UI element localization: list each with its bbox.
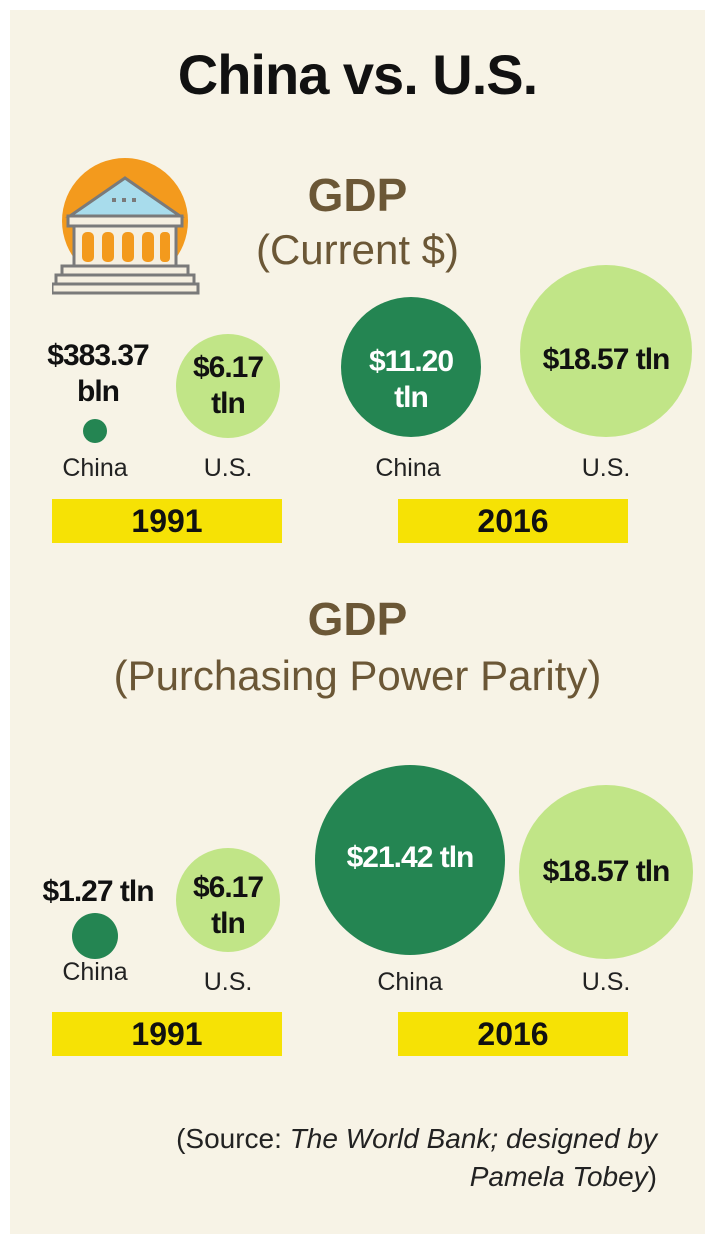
bubble-s1-2016-us: [520, 265, 692, 437]
country-s2-2016-china: China: [377, 968, 443, 996]
label-s1-2016-us: $18.57 tln: [542, 343, 671, 376]
source-prefix: (Source:: [176, 1123, 290, 1154]
country-s2-2016-us: U.S.: [581, 968, 631, 996]
bubble-s2-2016-us: [519, 785, 693, 959]
source-credit: The World Bank; designed by Pamela Tobey: [289, 1123, 657, 1192]
source-suffix: ): [647, 1161, 657, 1192]
label-s1-1991-us: $6.17 tln: [192, 351, 264, 420]
bubble-s2-1991-china: [72, 913, 118, 959]
country-s2-1991-china: China: [62, 958, 128, 986]
year-bar-s1-2016: 2016: [398, 499, 628, 543]
country-s1-1991-us: U.S.: [203, 454, 253, 482]
bubble-s2-2016-china: [315, 765, 505, 955]
country-s1-1991-china: China: [62, 454, 128, 482]
country-s1-2016-china: China: [375, 454, 441, 482]
section2-title: GDP: [307, 593, 408, 645]
year-bar-s2-1991: 1991: [52, 1012, 282, 1056]
bubble-s1-1991-china: [83, 419, 107, 443]
label-s1-1991-china: $383.37 bln: [47, 339, 149, 408]
label-s1-2016-china: $11.20 tln: [368, 345, 454, 414]
section1-title: GDP: [307, 169, 408, 221]
section1-subtitle: (Current $): [255, 226, 460, 273]
country-s2-1991-us: U.S.: [203, 968, 253, 996]
year-bar-s2-2016: 2016: [398, 1012, 628, 1056]
label-s2-2016-china: $21.42 tln: [346, 841, 475, 874]
bubble-s1-2016-china: [341, 297, 481, 437]
bubble-s2-1991-us: [176, 848, 280, 952]
section2-subtitle: (Purchasing Power Parity): [113, 652, 602, 699]
source-note: (Source: The World Bank; designed by Pam…: [137, 1120, 657, 1196]
label-s2-1991-us: $6.17 tln: [192, 871, 264, 940]
page-title: China vs. U.S.: [177, 43, 538, 106]
country-s1-2016-us: U.S.: [581, 454, 631, 482]
label-s2-1991-china: $1.27 tln: [42, 875, 154, 908]
label-s2-2016-us: $18.57 tln: [542, 855, 671, 888]
bank-building-icon: [52, 158, 200, 295]
year-bar-s1-1991: 1991: [52, 499, 282, 543]
bubble-s1-1991-us: [176, 334, 280, 438]
